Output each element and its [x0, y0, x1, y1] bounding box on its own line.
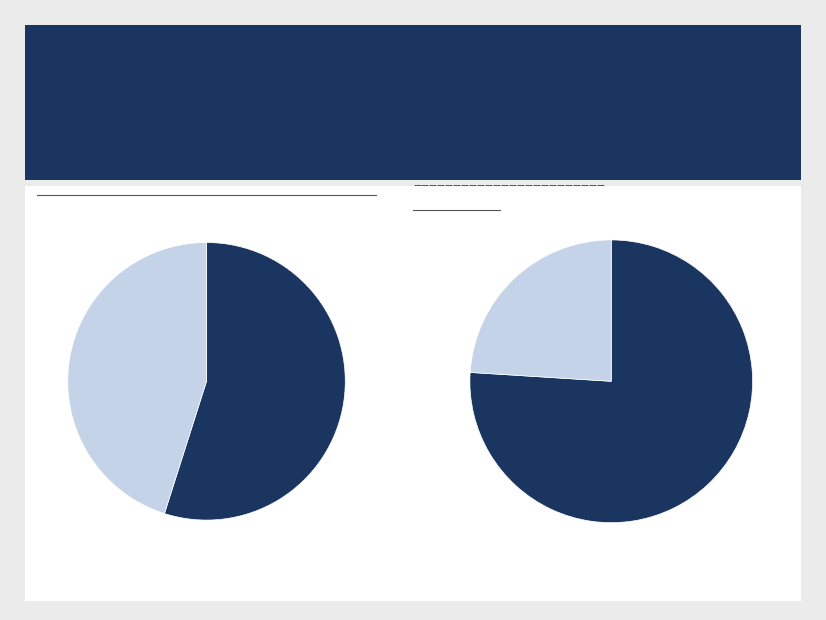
Text: 社内ルール違反等の挙動監視を実施は54.9％、内部および外部からの
不正アクセスや不正利用の監視を実施は76%: 社内ルール違反等の挙動監視を実施は54.9％、内部および外部からの 不正アクセス… [45, 74, 377, 118]
Text: 45.1%: 45.1% [70, 365, 114, 379]
Text: 実施している: 実施している [653, 378, 703, 391]
Text: 実施していない: 実施していない [70, 340, 129, 354]
Text: 社内ルール違反等の挙動監視 実施有無: 社内ルール違反等の挙動監視 実施有無 [37, 189, 178, 202]
Wedge shape [470, 240, 611, 381]
Text: 内部および外部からの不正アクセスや不正利用の監視: 内部および外部からの不正アクセスや不正利用の監視 [413, 184, 605, 197]
Text: 実施している: 実施している [244, 436, 294, 450]
Wedge shape [470, 240, 752, 523]
Text: 実施有無: 実施有無 [413, 203, 445, 216]
Wedge shape [68, 242, 206, 513]
Text: ♦ ASSURED: ♦ ASSURED [622, 552, 739, 570]
Text: 76%: 76% [653, 401, 683, 415]
Text: 24%: 24% [434, 255, 464, 268]
Wedge shape [164, 242, 345, 520]
Text: 54.9%: 54.9% [244, 461, 287, 475]
Text: 実施していない: 実施していない [434, 232, 492, 246]
